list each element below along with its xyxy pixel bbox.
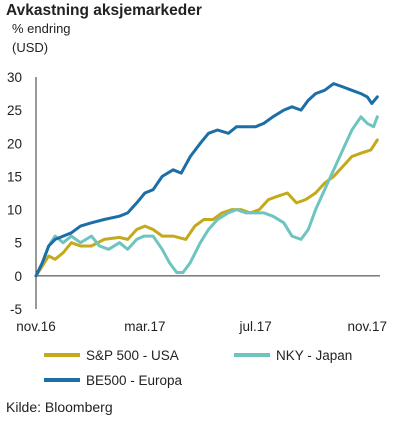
y-tick-label: 25 <box>7 103 22 118</box>
series-line-s-p-500-usa <box>34 138 379 278</box>
y-tick-label: 30 <box>7 70 22 85</box>
chart-subtitle-currency: (USD) <box>12 40 49 55</box>
series-line-nky-japan <box>34 115 379 278</box>
legend-label-s-p-500-usa: S&P 500 - USA <box>86 348 179 363</box>
y-tick-label: 15 <box>7 169 22 184</box>
y-axis-ticks: -5 0 5 10 15 20 25 30 <box>7 70 22 317</box>
chart-title: Avkastning aksjemarkeder <box>6 2 202 19</box>
y-tick-label: 0 <box>14 269 22 284</box>
series-lines <box>34 82 379 278</box>
x-tick-label: mar.17 <box>124 319 165 334</box>
legend-label-nky-japan: NKY - Japan <box>276 348 352 363</box>
y-tick-label: 10 <box>7 203 22 218</box>
series-line-be500-europa <box>34 82 379 278</box>
x-tick-label: nov.17 <box>348 319 388 334</box>
x-tick-label: jul.17 <box>239 319 272 334</box>
source-note: Kilde: Bloomberg <box>6 399 113 415</box>
y-tick-label: -5 <box>10 302 22 317</box>
chart-subtitle-unit: % endring <box>12 21 71 36</box>
legend-label-be500-europa: BE500 - Europa <box>86 373 183 388</box>
legend: S&P 500 - USA NKY - Japan BE500 - Europa <box>44 348 352 388</box>
y-tick-label: 20 <box>7 136 22 151</box>
y-tick-label: 5 <box>14 236 22 251</box>
x-axis: nov.16 mar.17 jul.17 nov.17 <box>16 77 387 334</box>
x-tick-label: nov.16 <box>16 319 56 334</box>
